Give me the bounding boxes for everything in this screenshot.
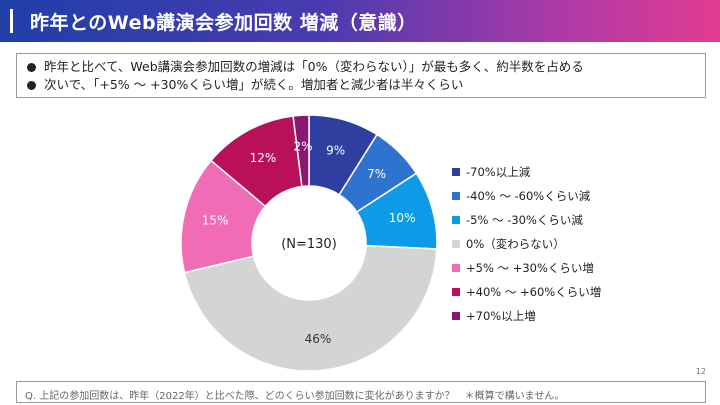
slice-data-label: 9% (326, 143, 345, 157)
sample-size-label: (N=130) (281, 237, 337, 252)
slice-data-label: 7% (367, 167, 386, 181)
legend-item: -40% ～ -60%くらい減 (452, 184, 601, 208)
slice-data-label: 46% (305, 332, 332, 346)
bullet-icon (27, 80, 36, 90)
legend-swatch (452, 168, 460, 176)
page-number: 12 (695, 367, 706, 376)
legend-swatch (452, 312, 460, 320)
question-footnote: Q. 上記の参加回数は、昨年（2022年）と比べた際、どのくらい参加回数に変化が… (16, 381, 706, 403)
legend-label: -40% ～ -60%くらい減 (466, 189, 591, 203)
legend-swatch (452, 192, 460, 200)
legend-swatch (452, 288, 460, 296)
page-title: 昨年とのWeb講演会参加回数 増減（意識） (30, 12, 417, 34)
legend-label: +70%以上増 (466, 309, 536, 323)
summary-line-1: 昨年と比べて、Web講演会参加回数の増減は「0%（変わらない）」が最も多く、約半… (27, 58, 695, 76)
legend-item: -70%以上減 (452, 160, 601, 184)
legend-item: -5% ～ -30%くらい減 (452, 208, 601, 232)
legend-swatch (452, 264, 460, 272)
legend-label: -70%以上減 (466, 165, 531, 179)
legend-label: -5% ～ -30%くらい減 (466, 213, 583, 227)
summary-box: 昨年と比べて、Web講演会参加回数の増減は「0%（変わらない）」が最も多く、約半… (16, 53, 706, 98)
donut-slice (292, 114, 310, 188)
legend-item: 0%（変わらない） (452, 232, 601, 256)
legend-item: +40% ～ +60%くらい増 (452, 280, 601, 304)
legend-swatch (452, 240, 460, 248)
chart-legend: -70%以上減 -40% ～ -60%くらい減 -5% ～ -30%くらい減 0%（変… (452, 160, 601, 328)
slice-data-label: 2% (293, 140, 312, 154)
summary-text-2: 次いで、「+5% ～ +30%くらい増」が続く。増加者と減少者は半々くらい (44, 77, 464, 92)
legend-label: +40% ～ +60%くらい増 (466, 285, 602, 299)
title-banner: 昨年とのWeb講演会参加回数 増減（意識） (0, 0, 720, 42)
summary-text-1: 昨年と比べて、Web講演会参加回数の増減は「0%（変わらない）」が最も多く、約半… (44, 59, 584, 74)
donut-chart: 9% 7% 10% 46% 15% 12% 2% (N=130) (180, 114, 438, 372)
legend-item: +70%以上増 (452, 304, 601, 328)
bullet-icon (27, 62, 36, 72)
summary-line-2: 次いで、「+5% ～ +30%くらい増」が続く。増加者と減少者は半々くらい (27, 76, 695, 94)
slice-data-label: 15% (202, 214, 229, 228)
donut-slice (183, 244, 438, 372)
legend-label: 0%（変わらない） (466, 237, 565, 251)
title-accent-bar (10, 9, 13, 33)
slice-data-label: 10% (389, 211, 416, 225)
legend-swatch (452, 216, 460, 224)
legend-label: +5% ～ +30%くらい増 (466, 261, 594, 275)
legend-item: +5% ～ +30%くらい増 (452, 256, 601, 280)
slice-data-label: 12% (250, 151, 277, 165)
